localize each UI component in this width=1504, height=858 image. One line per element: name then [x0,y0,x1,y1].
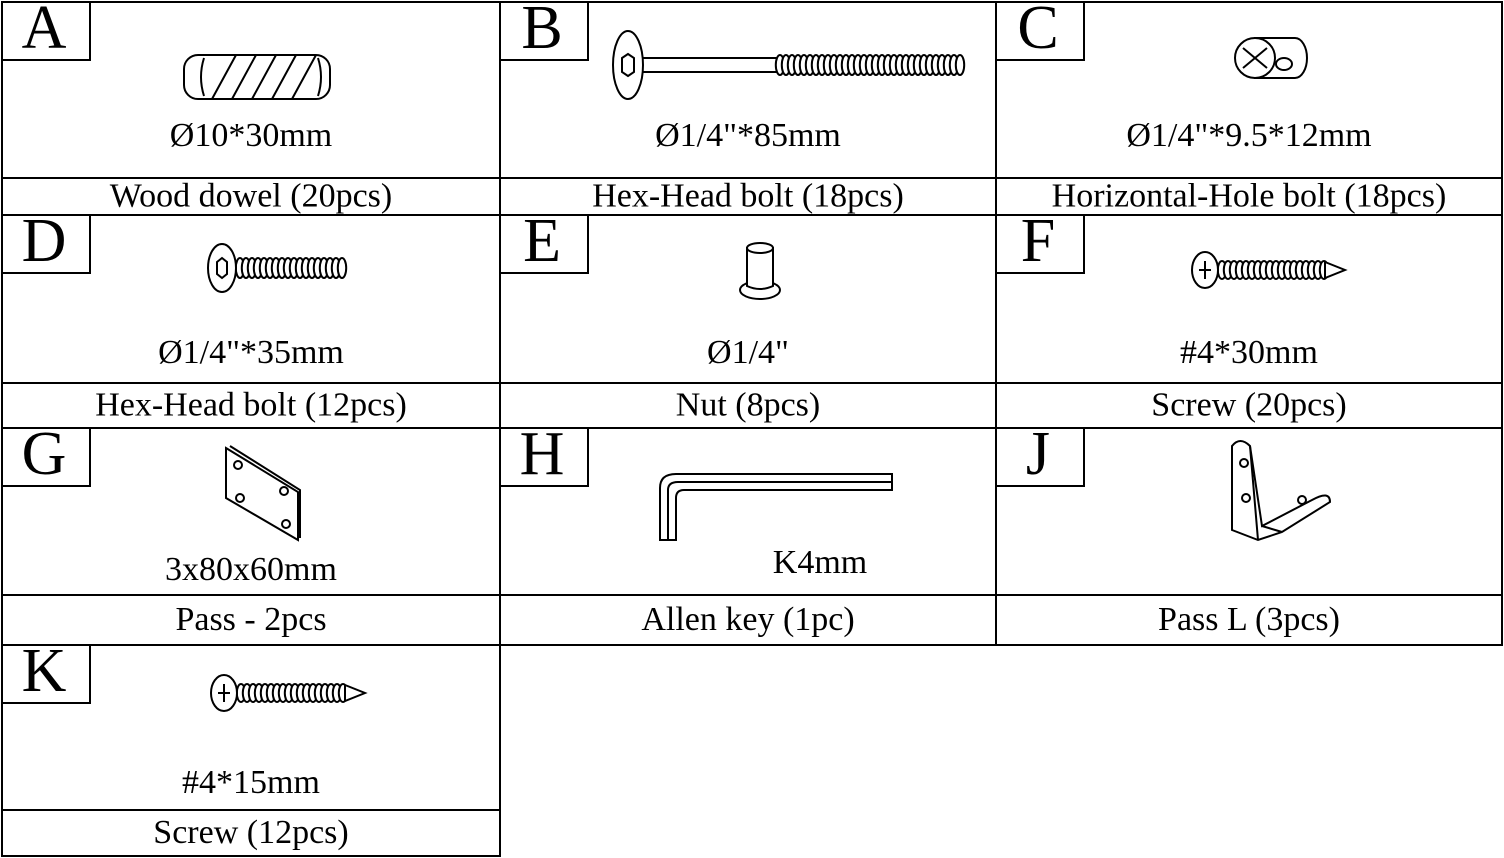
thread [954,54,966,76]
part-letter: K [22,637,67,705]
long-bolt-icon [612,30,966,100]
part-size: Ø1/4" [707,334,789,371]
part-name: Screw (12pcs) [153,814,348,851]
part-name: Hex-Head bolt (12pcs) [95,386,407,423]
part-letter: D [22,207,67,275]
cell [1,644,501,857]
part-letter: C [1017,0,1058,62]
letter-box [1,214,91,274]
part-name: Hex-Head bolt (18pcs) [592,177,904,214]
part-name: Pass L (3pcs) [1158,601,1340,638]
letter-box [1,1,91,61]
part-name: Screw (20pcs) [1151,386,1346,423]
part-letter: A [22,0,67,62]
cell [995,427,1503,646]
part-size: #4*15mm [182,764,320,801]
part-size: K4mm [773,544,867,581]
letter-box [499,214,589,274]
plate-icon [225,445,301,542]
part-size: Ø1/4"*85mm [655,117,841,154]
part-size: 3x80x60mm [165,551,337,588]
part-size: #4*30mm [1180,334,1318,371]
part-name: Wood dowel (20pcs) [110,177,392,214]
letter-box [1,427,91,487]
letter-box [995,214,1085,274]
part-letter: G [22,420,67,488]
bracket-icon [1231,440,1332,542]
icons [183,30,1348,712]
cam-icon [1234,37,1308,79]
allen-key-icon [659,473,893,541]
short-bolt-icon [207,243,348,293]
letter-box [1,644,91,704]
part-letter: E [523,207,561,275]
part-letter: B [521,0,562,62]
letter-box [995,427,1085,487]
letter-box [995,1,1085,61]
screw-icon [1191,251,1348,289]
part-name: Nut (8pcs) [676,386,820,423]
part-name: Pass - 2pcs [175,601,326,638]
letter-box [499,427,589,487]
nut-icon [739,242,781,300]
part-letter: H [520,420,565,488]
thread [336,257,348,279]
letter-box [499,1,589,61]
screw-icon [210,674,368,712]
part-letter: J [1026,420,1050,488]
part-size: Ø1/4"*9.5*12mm [1126,117,1371,154]
part-size: Ø10*30mm [170,117,332,154]
part-name: Horizontal-Hole bolt (18pcs) [1052,177,1447,214]
part-letter: F [1021,207,1055,275]
part-name: Allen key (1pc) [641,601,854,638]
dowel-icon [183,54,331,100]
part-size: Ø1/4"*35mm [158,334,344,371]
